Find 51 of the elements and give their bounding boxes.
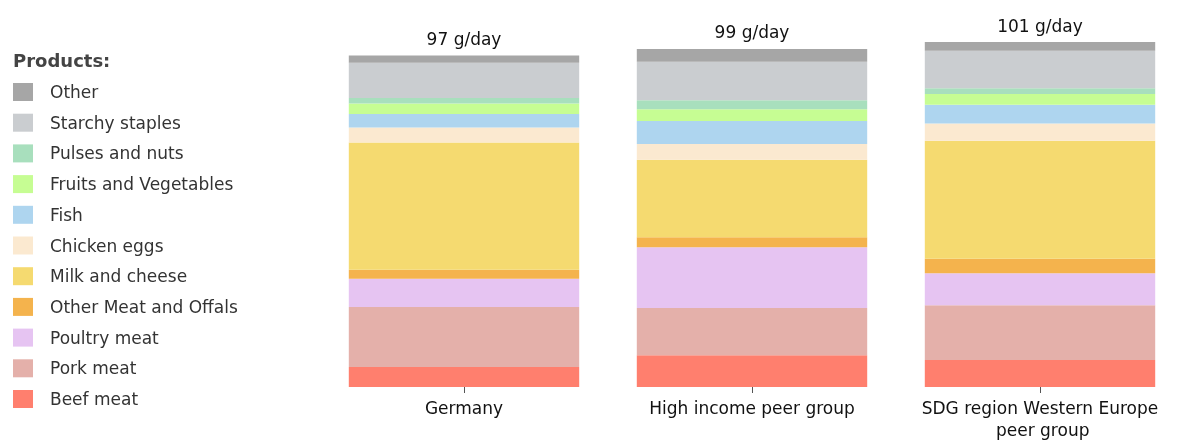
legend-label: Starchy staples — [50, 112, 181, 133]
bar — [924, 140, 1156, 259]
bar — [924, 50, 1156, 89]
legend-label: Milk and cheese — [50, 266, 188, 287]
bar — [924, 123, 1156, 141]
bar — [636, 355, 868, 387]
bar — [348, 55, 580, 63]
legend-label: Chicken eggs — [50, 235, 164, 256]
bar — [348, 269, 580, 279]
legend-label: Poultry meat — [50, 327, 160, 348]
bar — [924, 273, 1156, 306]
bar — [348, 62, 580, 98]
bar — [924, 88, 1156, 95]
legend-label: Other Meat and Offals — [50, 296, 238, 317]
bar — [636, 61, 868, 101]
bar — [636, 247, 868, 308]
bar — [348, 97, 580, 104]
bar — [924, 104, 1156, 124]
bar — [348, 114, 580, 128]
bar — [348, 142, 580, 270]
total-label: 99 g/day — [714, 22, 790, 43]
bar — [636, 159, 868, 238]
x-tick-label: High income peer group — [649, 398, 855, 418]
bar — [348, 366, 580, 387]
bar — [924, 42, 1156, 51]
bar — [924, 258, 1156, 274]
legend-label: Beef meat — [50, 389, 139, 409]
bar — [348, 127, 580, 143]
total-label: 97 g/day — [426, 28, 502, 49]
legend-label: Pork meat — [50, 358, 137, 379]
bar — [348, 278, 580, 307]
bar — [636, 109, 868, 122]
legend-label: Fruits and Vegetables — [50, 174, 234, 195]
bar — [348, 306, 580, 367]
bar — [636, 48, 868, 62]
x-tick-label: SDG region Western Europe peer group — [921, 398, 1159, 440]
bar — [636, 121, 868, 145]
bar — [348, 103, 580, 115]
bar — [636, 144, 868, 160]
legend-label: Pulses and nuts — [50, 143, 184, 164]
bar — [636, 308, 868, 356]
total-label: 101 g/day — [997, 15, 1083, 36]
bar — [636, 237, 868, 248]
bar — [924, 305, 1156, 361]
bar — [924, 360, 1156, 387]
bar — [636, 100, 868, 110]
bar — [924, 94, 1156, 105]
legend-label: Fish — [50, 204, 83, 225]
legend-title: Products: — [13, 49, 111, 71]
legend-label: Other — [50, 82, 99, 102]
x-tick-label: Germany — [424, 398, 504, 418]
